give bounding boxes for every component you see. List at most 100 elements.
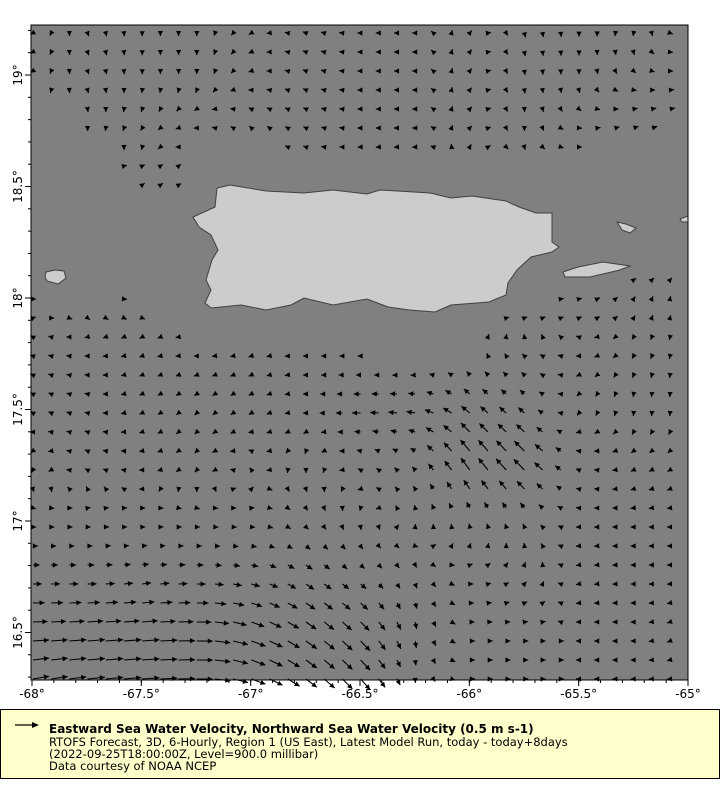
x-tick-label: -66° — [457, 687, 483, 701]
velocity-vector-arrow — [632, 106, 638, 112]
velocity-vector-arrow — [612, 333, 619, 340]
velocity-vector-arrow — [175, 163, 182, 170]
velocity-vector-arrow — [32, 600, 45, 606]
velocity-vector-arrow — [375, 87, 381, 93]
velocity-vector-arrow — [120, 390, 127, 397]
velocity-vector-arrow — [339, 524, 345, 530]
x-tick-label: -67° — [238, 687, 264, 701]
velocity-vector-arrow — [575, 600, 582, 606]
velocity-vector-arrow — [157, 31, 163, 36]
velocity-vector-arrow — [251, 659, 266, 666]
velocity-vector-arrow — [139, 69, 145, 75]
velocity-vector-arrow — [303, 428, 310, 435]
velocity-vector-arrow — [521, 144, 527, 151]
velocity-vector-arrow — [667, 49, 674, 55]
velocity-vector-arrow — [612, 505, 618, 511]
velocity-vector-arrow — [105, 599, 119, 606]
velocity-vector-arrow — [87, 543, 93, 549]
velocity-vector-arrow — [51, 674, 68, 680]
velocity-vector-arrow — [449, 523, 455, 530]
velocity-vector-arrow — [558, 334, 565, 341]
velocity-vector-arrow — [463, 388, 471, 395]
velocity-vector-arrow — [539, 354, 546, 360]
velocity-vector-arrow — [631, 333, 637, 340]
velocity-vector-arrow — [497, 423, 507, 433]
velocity-vector-arrow — [430, 87, 437, 94]
velocity-vector-arrow — [412, 49, 418, 55]
velocity-vector-arrow — [521, 562, 527, 568]
velocity-vector-arrow — [84, 106, 90, 113]
velocity-vector-arrow — [342, 583, 350, 590]
velocity-vector-arrow — [303, 523, 309, 530]
velocity-vector-arrow — [358, 505, 364, 512]
velocity-vector-arrow — [558, 296, 564, 302]
velocity-vector-arrow — [648, 505, 655, 511]
velocity-vector-arrow — [214, 562, 222, 568]
velocity-vector-arrow — [178, 600, 191, 606]
velocity-vector-arrow — [449, 638, 456, 644]
velocity-vector-arrow — [302, 504, 309, 511]
velocity-vector-arrow — [320, 30, 327, 36]
velocity-vector-arrow — [575, 543, 582, 549]
velocity-vector-arrow — [339, 125, 345, 131]
velocity-vector-arrow — [430, 30, 437, 37]
velocity-vector-arrow — [339, 87, 345, 93]
velocity-vector-arrow — [576, 31, 582, 37]
velocity-vector-arrow — [487, 657, 493, 663]
velocity-vector-arrow — [666, 637, 673, 643]
velocity-vector-arrow — [157, 390, 164, 396]
velocity-vector-arrow — [649, 67, 655, 73]
velocity-vector-arrow — [176, 31, 182, 36]
velocity-vector-arrow — [667, 29, 674, 35]
velocity-vector-arrow — [266, 30, 272, 36]
velocity-vector-arrow — [121, 314, 127, 320]
velocity-vector-arrow — [630, 505, 636, 511]
velocity-vector-arrow — [448, 67, 454, 74]
velocity-vector-arrow — [392, 372, 398, 378]
velocity-vector-arrow — [612, 524, 618, 530]
velocity-vector-arrow — [48, 466, 55, 472]
velocity-vector-arrow — [540, 619, 546, 625]
velocity-vector-arrow — [269, 583, 279, 588]
velocity-vector-arrow — [120, 429, 127, 435]
velocity-vector-arrow — [194, 428, 201, 435]
velocity-vector-arrow — [123, 637, 142, 643]
velocity-vector-arrow — [102, 468, 109, 474]
velocity-vector-arrow — [449, 657, 456, 663]
legend-time-level: (2022-09-25T18:00:00Z, Level=900.0 milli… — [49, 747, 319, 761]
velocity-vector-arrow — [498, 480, 507, 490]
velocity-vector-arrow — [429, 372, 435, 378]
velocity-vector-arrow — [66, 30, 72, 37]
velocity-vector-arrow — [211, 125, 218, 131]
velocity-vector-arrow — [630, 638, 636, 644]
velocity-vector-arrow — [103, 524, 109, 530]
velocity-vector-arrow — [575, 581, 582, 587]
velocity-vector-arrow — [303, 372, 308, 378]
y-tick-label: 16.5° — [11, 616, 25, 649]
velocity-vector-arrow — [630, 619, 636, 625]
velocity-vector-arrow — [594, 657, 600, 663]
velocity-vector-arrow — [668, 68, 674, 74]
velocity-vector-arrow — [193, 371, 200, 377]
velocity-vector-arrow — [266, 107, 273, 113]
velocity-vector-arrow — [248, 48, 255, 54]
velocity-vector-arrow — [194, 68, 200, 75]
velocity-vector-arrow — [648, 30, 654, 37]
velocity-vector-arrow — [630, 447, 637, 454]
velocity-vector-arrow — [320, 87, 327, 93]
velocity-vector-arrow — [175, 428, 182, 435]
velocity-vector-arrow — [321, 107, 327, 113]
velocity-vector-arrow — [430, 49, 437, 56]
velocity-vector-arrow — [230, 448, 236, 454]
velocity-vector-arrow — [375, 30, 381, 36]
velocity-vector-arrow — [576, 390, 583, 397]
velocity-vector-arrow — [467, 523, 473, 530]
velocity-vector-arrow — [284, 372, 291, 378]
velocity-vector-arrow — [666, 657, 673, 663]
velocity-vector-arrow — [302, 88, 309, 94]
velocity-vector-arrow — [412, 582, 418, 589]
velocity-vector-arrow — [66, 411, 73, 417]
velocity-vector-arrow — [540, 334, 546, 340]
velocity-vector-arrow — [503, 600, 510, 606]
velocity-vector-arrow — [390, 429, 398, 435]
